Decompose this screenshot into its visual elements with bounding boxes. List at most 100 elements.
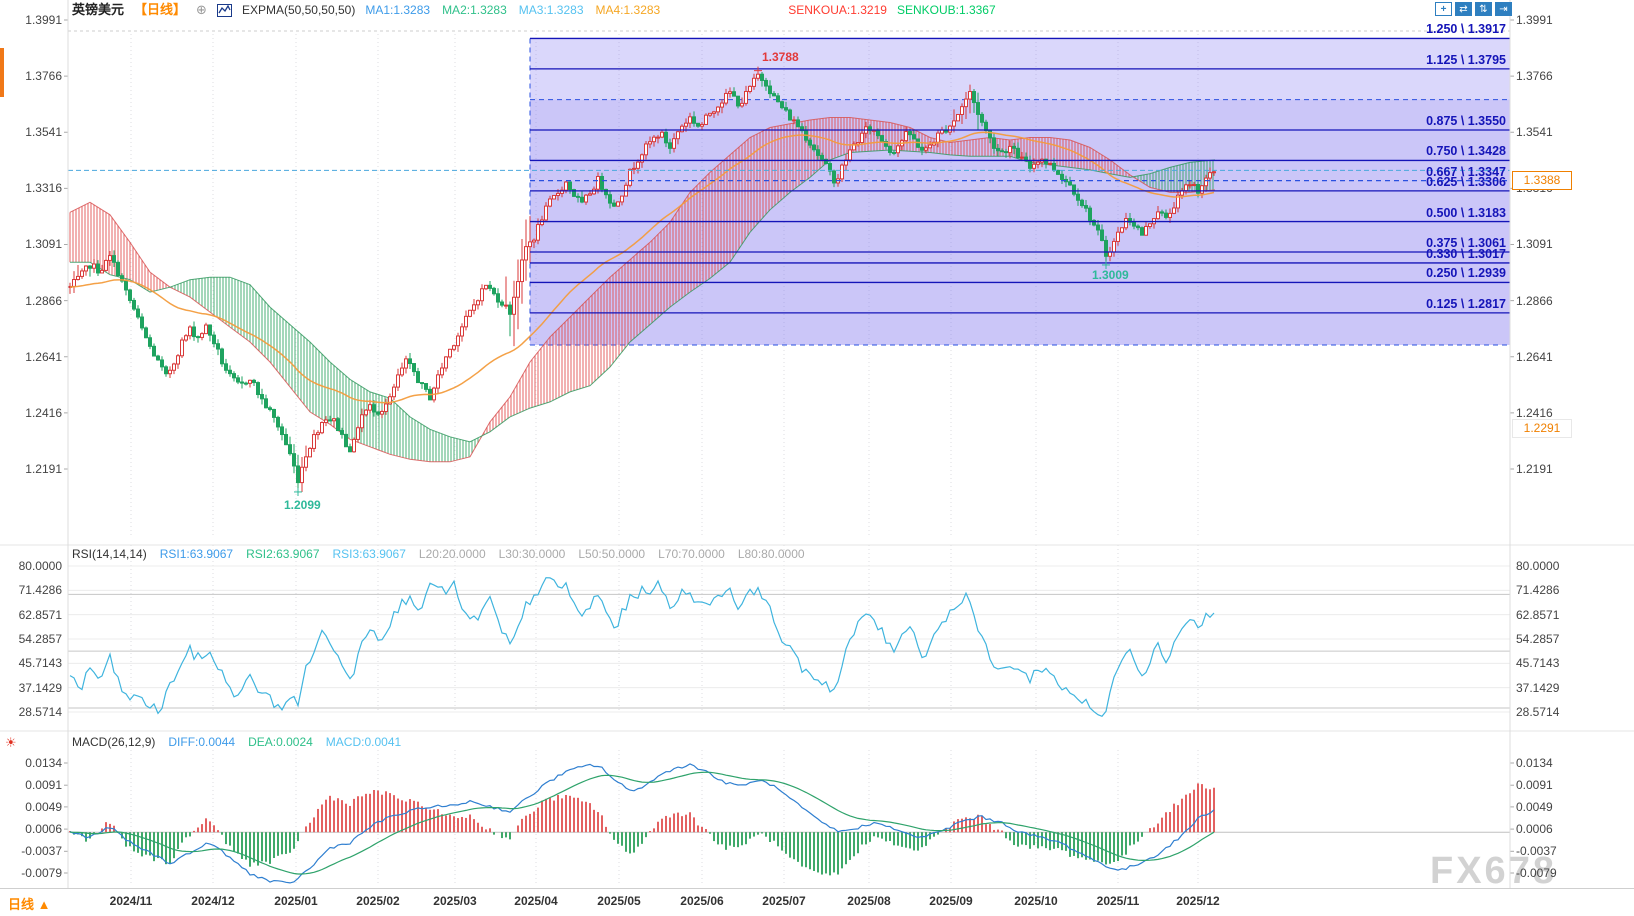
rsi-axis-label-left: 37.1429 [18,680,62,695]
ma-value: MA4:1.3283 [595,3,661,17]
period-tag: 【日线】 [134,2,187,17]
fit-width-icon[interactable]: ⇄ [1455,2,1472,16]
macd-axis-label-left: 0.0091 [25,778,62,793]
rsi-axis-label-left: 71.4286 [18,583,62,598]
macd-sun-icon[interactable]: ☀ [5,735,17,750]
date-label: 2024/11 [109,894,153,908]
date-label: 2025/07 [762,894,806,908]
series-value: MACD:0.0041 [325,735,402,749]
macd-axis-label-left: 0.0134 [25,756,62,770]
exit-right-icon[interactable]: ⇥ [1495,2,1512,16]
date-label: 2025/02 [356,894,400,908]
date-label: 2025/08 [847,894,891,908]
price-axis-label-left: 1.2866 [25,293,62,308]
ma-value: MA2:1.3283 [442,3,507,17]
macd-axis-label-right: -0.0079 [1516,865,1557,880]
series-value: L50:50.0000 [578,547,646,561]
rsi-axis-label-right: 45.7143 [1516,656,1560,671]
fib-level-label: 0.750 \ 1.3428 [1426,144,1506,159]
date-label: 2025/05 [597,894,641,908]
senkoub-value: SENKOUB:1.3367 [896,3,996,17]
series-value: DIFF:0.0044 [168,735,236,749]
date-label: 2025/04 [514,894,558,908]
rsi-axis-label-right: 54.2857 [1516,632,1560,646]
macd-axis-label-left: -0.0037 [21,844,62,859]
rsi-axis-label-right: 62.8571 [1516,607,1560,622]
move-tool-icon[interactable]: + [1435,2,1452,16]
series-value: L20:20.0000 [418,547,486,561]
date-label: 2024/12 [191,894,235,908]
macd-axis-label-left: -0.0079 [21,865,62,880]
fib-level-label: 0.667 \ 1.3347 [1426,164,1506,179]
price-axis-label-right: 1.2416 [1516,405,1553,420]
rsi-axis-label-left: 45.7143 [18,656,62,671]
series-value: RSI1:63.9067 [159,547,234,561]
price-axis-label-right: 1.3541 [1516,125,1553,140]
fib-level-label: 0.330 \ 1.3017 [1426,246,1506,261]
rsi-axis-label-right: 28.5714 [1516,705,1560,719]
series-value: L70:70.0000 [658,547,725,561]
left-edge-accent [0,48,4,97]
senkoua-value: SENKOUA:1.3219 [788,3,887,17]
ma-value: MA1:1.3283 [365,3,431,17]
fit-height-icon[interactable]: ⇅ [1475,2,1492,16]
price-axis-label-left: 1.3991 [25,13,62,27]
series-value: RSI3:63.9067 [332,547,406,561]
add-indicator-icon[interactable]: ⊕ [196,2,207,17]
date-axis-row: 日线 ▲ 2024/11 2024/12 2025/01 2025/02 2025/03… [0,888,1634,916]
price-axis-label-right: 1.2866 [1516,293,1553,308]
rsi-axis-label-left: 80.0000 [18,559,62,573]
fib-level-label: 1.125 \ 1.3795 [1426,52,1506,67]
fib-level-label: 0.625 \ 1.3306 [1426,174,1506,189]
chart-header: 英镑美元 【日线】 ⊕ EXPMA(50,50,50,50) MA1:1.328… [72,2,996,18]
fib-level-label: 0.250 \ 1.2939 [1426,266,1506,281]
macd-axis-label-right: 0.0049 [1516,799,1553,814]
price-axis-label-left: 1.3316 [25,181,62,196]
fib-level-label: 0.125 \ 1.2817 [1426,296,1506,311]
rsi-axis-label-right: 80.0000 [1516,559,1560,573]
price-axis-label-left: 1.2416 [25,405,62,420]
fib-level-label: 0.500 \ 1.3183 [1426,205,1506,220]
symbol-name: 英镑美元 [72,2,125,17]
date-label: 2025/06 [680,894,724,908]
rsi-axis-label-right: 71.4286 [1516,583,1560,598]
marker-price-tag: 1.2291 [1512,419,1572,439]
date-label: 2025/10 [1014,894,1058,908]
date-label: 2025/09 [929,894,973,908]
ma-values: MA1:1.3283 MA2:1.3283 MA3:1.3283 MA4:1.3283 [365,2,660,18]
macd-axis-label-left: 0.0049 [25,799,62,814]
date-label: 2025/12 [1176,894,1220,908]
price-axis-label-right: 1.3766 [1516,69,1553,84]
rsi-series-values: RSI1:63.9067 RSI2:63.9067 RSI3:63.9067 [160,547,406,561]
indicator-label: EXPMA(50,50,50,50) [241,3,356,17]
price-axis-label-right: 1.2641 [1516,349,1553,364]
macd-axis-label-right: -0.0037 [1516,844,1557,859]
indicator-chart-icon [216,3,232,17]
rsi-axis-label-left: 62.8571 [18,607,62,622]
macd-axis-label-right: 0.0134 [1516,756,1553,770]
price-axis-label-left: 1.2191 [25,461,62,476]
rsi-axis-label-right: 37.1429 [1516,680,1560,695]
fib-level-label: 1.250 \ 1.3917 [1426,22,1506,37]
series-value: DEA:0.0024 [248,735,313,749]
price-axis-label-left: 1.3766 [25,69,62,84]
price-annotation: 1.3009 [1092,268,1129,282]
macd-pane-header: MACD(26,12,9) DIFF:0.0044 DEA:0.0024 MACD:… [72,735,401,749]
series-value: L30:30.0000 [498,547,566,561]
macd-axis-label-left: 0.0006 [25,822,62,837]
price-annotation: 1.2099 [284,498,321,512]
date-label: 2025/11 [1096,894,1140,908]
ma-value: MA3:1.3283 [518,3,584,17]
series-value: L80:80.0000 [737,547,805,561]
rsi-level-values: L20:20.0000 L30:30.0000 L50:50.0000 L70:70.… [419,547,805,561]
price-axis-label-right: 1.3091 [1516,237,1553,252]
date-label: 2025/01 [274,894,318,908]
chart-toolbar: + ⇄ ⇅ ⇥ [1435,2,1512,16]
macd-axis-label-right: 0.0006 [1516,822,1553,837]
price-axis-label-right: 1.3991 [1516,13,1553,27]
price-axis-label-left: 1.3541 [25,125,62,140]
rsi-axis-label-left: 28.5714 [18,705,62,719]
period-selector[interactable]: 日线 ▲ [8,897,51,912]
